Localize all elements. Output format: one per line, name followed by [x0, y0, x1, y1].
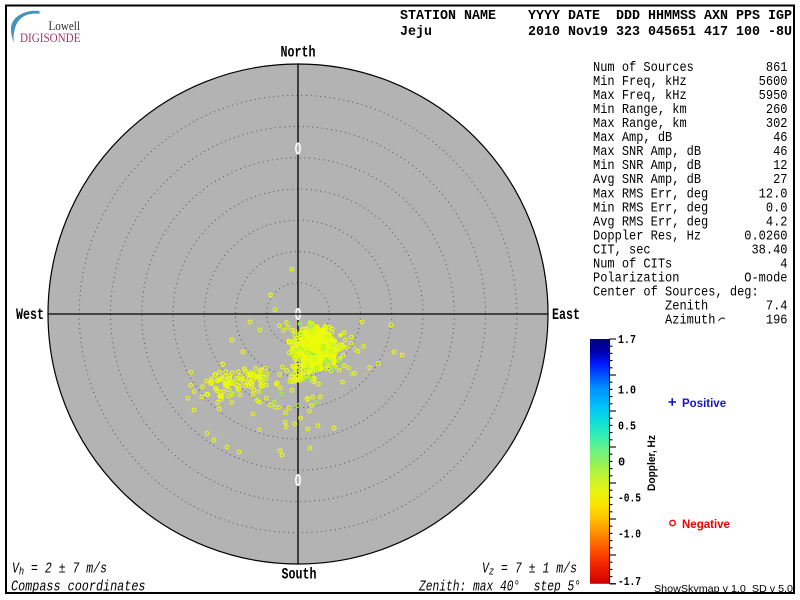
svg-text:Jeju 2010 Nov19 323: Jeju 2010 Nov19 323 045651 417 100 -8U	[400, 24, 792, 40]
svg-text:Positive: Positive	[682, 398, 726, 410]
svg-text:North: North	[281, 44, 316, 62]
svg-text:Center of Sources, deg:: Center of Sources, deg:	[593, 286, 788, 301]
svg-text:South: South	[282, 566, 317, 584]
svg-text:Max Range, km 302: Max Range, km 302	[593, 117, 788, 132]
svg-text:Avg SNR Amp, dB 27: Avg SNR Amp, dB 27	[593, 173, 788, 188]
svg-text:Min SNR Amp, dB 12: Min SNR Amp, dB 12	[593, 159, 788, 174]
svg-text:-1.0: -1.0	[618, 528, 641, 542]
svg-text:Max RMS Err, deg 12.0: Max RMS Err, deg 12.0	[593, 187, 788, 202]
svg-text:Max Freq, kHz 5950: Max Freq, kHz 5950	[593, 89, 788, 104]
svg-text:Min Freq, kHz 5600: Min Freq, kHz 5600	[593, 75, 788, 90]
svg-text:West: West	[16, 306, 44, 324]
svg-text:Max Amp, dB 46: Max Amp, dB 46	[593, 131, 788, 146]
svg-text:Num of CITs 4: Num of CITs 4	[593, 257, 788, 272]
svg-text:Zenith: max 40° step 5°: Zenith: max 40° step 5°	[418, 579, 581, 595]
svg-text:-0.5: -0.5	[618, 492, 641, 506]
svg-text:Azimuth 196: Azimuth 196	[593, 314, 788, 329]
svg-text:DIGISONDE: DIGISONDE	[20, 31, 81, 45]
svg-text:Max SNR Amp, dB 46: Max SNR Amp, dB 46	[593, 145, 788, 160]
svg-text:-1.7: -1.7	[618, 575, 641, 589]
svg-text:Zenith 7.4: Zenith 7.4	[593, 300, 788, 315]
svg-text:Lowell: Lowell	[49, 19, 81, 33]
svg-text:Num of Sources 861: Num of Sources 861	[593, 61, 788, 76]
svg-text:Negative: Negative	[682, 519, 730, 531]
svg-text:Min RMS Err, deg 0.0: Min RMS Err, deg 0.0	[593, 201, 788, 216]
svg-text:CIT, sec 38.40: CIT, sec 38.40	[593, 243, 788, 258]
svg-text:ShowSkymap v 1.0 SD v 5.0: ShowSkymap v 1.0 SD v 5.0	[654, 583, 793, 595]
svg-text:Vz = 7 ± 1 m/s: Vz = 7 ± 1 m/s	[482, 562, 577, 579]
svg-text:East: East	[552, 306, 580, 324]
svg-text:STATION NAME YYYY DATE DDD: STATION NAME YYYY DATE DDD HHMMSS AXN PP…	[400, 8, 792, 24]
svg-text:Doppler Res, Hz 0.0260: Doppler Res, Hz 0.0260	[593, 229, 788, 244]
svg-text:Polarization O-mode: Polarization O-mode	[593, 271, 788, 286]
svg-text:1.0: 1.0	[618, 384, 636, 398]
svg-text:1.7: 1.7	[618, 333, 636, 347]
svg-text:Min Range, km 260: Min Range, km 260	[593, 103, 788, 118]
svg-text:Compass coordinates: Compass coordinates	[11, 579, 146, 595]
svg-text:Doppler, Hz: Doppler, Hz	[646, 435, 658, 491]
svg-text:Avg RMS Err, deg 4.2: Avg RMS Err, deg 4.2	[593, 215, 788, 230]
svg-text:Vh = 2 ± 7 m/s: Vh = 2 ± 7 m/s	[12, 562, 107, 579]
svg-text:0: 0	[618, 456, 625, 470]
svg-text:0.5: 0.5	[618, 420, 636, 434]
